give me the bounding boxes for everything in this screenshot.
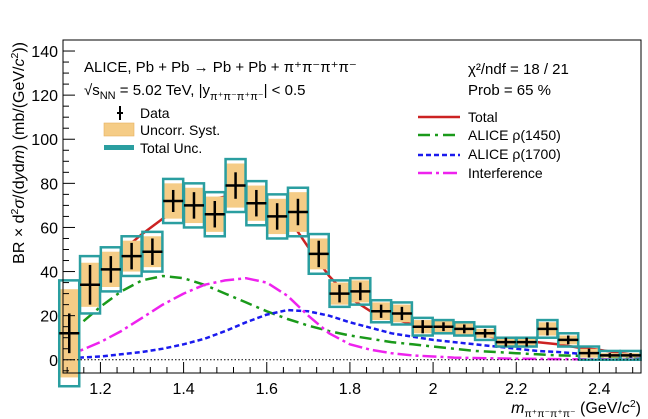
plot-frame: [62, 39, 642, 374]
annotation-line1: ALICE, Pb + Pb → Pb + Pb + π⁺π⁻π⁺π⁻: [84, 59, 357, 76]
legend-right: Total ALICE ρ(1450) ALICE ρ(1700) Interf…: [418, 109, 561, 181]
y-tick-label: 0: [49, 353, 58, 370]
legend-left-item-2: Total Unc.: [140, 140, 202, 156]
x-axis-label: mπ⁺π⁻π⁺π⁻ (GeV/c2): [511, 398, 641, 419]
x-tick-label: 1.8: [339, 381, 361, 398]
annotation-line2: √sNN = 5.02 TeV, |yπ⁺π⁻π⁺π⁻| < 0.5: [84, 82, 305, 103]
legend-right-item-1: ALICE ρ(1450): [468, 127, 561, 143]
curve-interference: [62, 276, 641, 361]
legend-right-item-3: Interference: [468, 165, 543, 181]
y-tick-label: 140: [31, 44, 58, 61]
chi2-text: χ²/ndf = 18 / 21: [468, 61, 569, 78]
legend-syst-swatch: [103, 122, 135, 137]
data-points: [57, 157, 642, 388]
y-tick-label: 100: [31, 132, 58, 149]
legend-right-item-2: ALICE ρ(1700): [468, 146, 561, 162]
x-tick-label: 1.4: [172, 381, 194, 398]
y-tick-label: 120: [31, 88, 58, 105]
legend-left-item-1: Uncorr. Syst.: [140, 122, 220, 138]
y-tick-label: 60: [40, 220, 58, 237]
legend-right-item-0: Total: [468, 109, 498, 125]
curve-alice-1450-: [62, 274, 642, 359]
x-tick-label: 2: [429, 381, 438, 398]
x-tick-label: 1.6: [256, 381, 278, 398]
y-tick-label: 80: [40, 176, 58, 193]
prob-text: Prob = 65 %: [468, 82, 551, 99]
curve-alice-1700-: [62, 308, 642, 360]
legend-left-item-0: Data: [140, 105, 170, 121]
legend-total-swatch: [104, 145, 134, 150]
y-tick-label: 40: [40, 265, 58, 282]
y-axis-label: BR × d2σ/(dydm) (mb/(GeV/c2)): [9, 42, 28, 264]
axes: 1.2 1.4 1.6 1.8 2 2.2 2.4 0 20 40 60 80 100 120 140: [31, 39, 642, 398]
x-tick-label: 2.2: [505, 381, 527, 398]
y-tick-label: 20: [40, 309, 58, 326]
legend-left: Data Uncorr. Syst. Total Unc.: [103, 105, 220, 156]
x-tick-label: 2.4: [588, 381, 610, 398]
x-tick-label: 1.2: [89, 381, 111, 398]
